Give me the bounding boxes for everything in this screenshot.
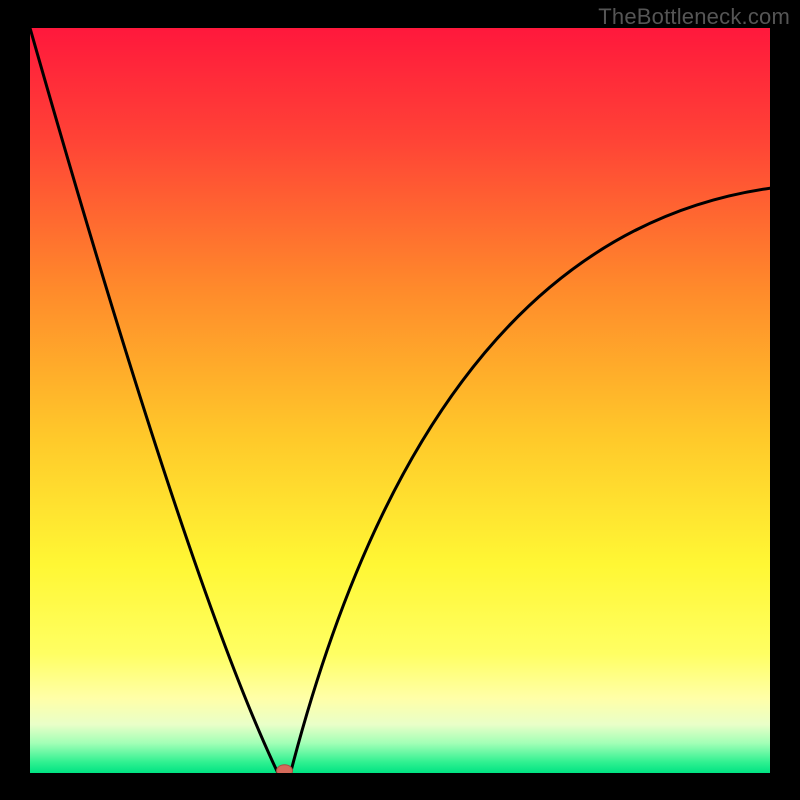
bottleneck-marker	[277, 765, 293, 773]
chart-container: TheBottleneck.com	[0, 0, 800, 800]
watermark-text: TheBottleneck.com	[598, 4, 790, 30]
plot-area	[30, 28, 770, 773]
